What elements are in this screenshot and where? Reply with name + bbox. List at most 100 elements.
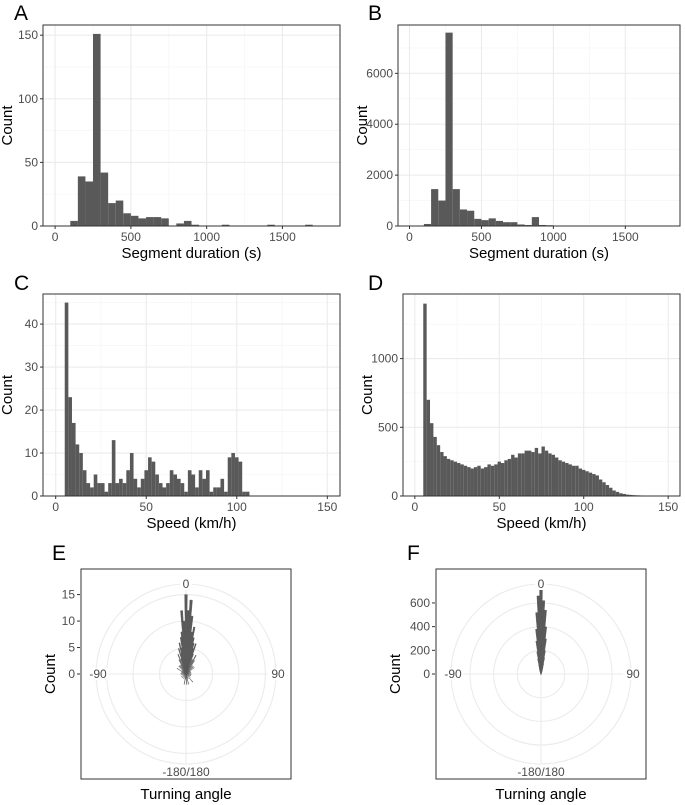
polar-bar [180, 672, 187, 675]
histogram-bar [138, 218, 147, 226]
histogram-bar [588, 472, 593, 496]
angle-label-bg [443, 668, 463, 680]
y-tick-label: 1000 [371, 352, 398, 366]
histogram-bar [166, 483, 170, 496]
histogram-bar [140, 478, 145, 496]
histogram-bar [209, 491, 214, 496]
histogram-bar [144, 470, 149, 496]
histogram-bar [433, 436, 437, 496]
histogram-bar [82, 470, 87, 496]
histogram-bar [440, 452, 444, 496]
histogram-bar [438, 200, 446, 226]
panel-border [80, 568, 292, 780]
x-tick-label: 500 [471, 230, 491, 244]
histogram-bar [446, 458, 451, 496]
histogram-bar [463, 465, 468, 496]
angle-label-bg [515, 766, 567, 778]
histogram-bar [609, 487, 613, 496]
histogram-bar [548, 453, 552, 496]
y-axis-title: Count [359, 374, 376, 415]
y-tick-label: 40 [25, 317, 39, 331]
polar-bar [185, 673, 192, 677]
histogram-bar [534, 447, 539, 496]
polar-bar [185, 653, 194, 675]
y-tick-label: 50 [25, 155, 39, 169]
panel-border [435, 568, 647, 780]
panel-border [397, 24, 681, 227]
histogram-bar [481, 220, 489, 226]
histogram-bar [104, 491, 109, 496]
polar-bar [185, 672, 192, 675]
angle-tick-label: 90 [626, 667, 640, 681]
histogram-bar [137, 487, 141, 496]
polar-bar [176, 667, 187, 675]
polar-bar [185, 654, 197, 675]
histogram-bar [531, 452, 535, 496]
histogram-bar [129, 453, 134, 496]
histogram-bar [568, 464, 572, 496]
histogram-bar [445, 32, 453, 227]
x-axis-title: Segment duration (s) [121, 245, 261, 262]
histogram-bar [602, 482, 606, 496]
histogram-bar [115, 200, 124, 226]
histogram-bar [460, 464, 464, 496]
polar-bar [185, 673, 192, 675]
histogram-bar [100, 172, 109, 226]
r-tick-label: 200 [410, 643, 430, 657]
angle-label-bg [160, 766, 212, 778]
histogram-bar [524, 224, 532, 226]
x-axis-title: Segment duration (s) [469, 245, 609, 262]
histogram-bar [517, 224, 525, 226]
histogram-bar [93, 33, 101, 227]
angle-tick-label: -180/180 [517, 765, 565, 779]
histogram-bar [514, 457, 518, 496]
histogram-bar [119, 478, 123, 496]
r-tick-label: 10 [62, 614, 76, 628]
x-axis-title: Speed (km/h) [496, 515, 586, 532]
histogram-bar [173, 474, 178, 496]
panel-b: B 0 500 1000 1500 0 2000 4000 6000 Segment durati… [354, 2, 681, 262]
histogram-bar [108, 203, 116, 226]
histogram-bar [615, 491, 620, 496]
histogram-bar [477, 465, 481, 496]
histogram-bar [539, 224, 547, 226]
polar-bar [183, 673, 187, 680]
x-axis-title: Turning angle [495, 786, 586, 803]
x-tick-label: 500 [121, 230, 141, 244]
polar-bar [184, 594, 188, 675]
y-axis-title: Count [0, 105, 16, 146]
polar-bar [185, 673, 189, 680]
histogram-bar [612, 490, 616, 496]
histogram-bar [133, 478, 138, 496]
panel-border [402, 293, 681, 497]
histogram-bar [151, 461, 156, 496]
x-axis-title: Turning angle [140, 786, 231, 803]
panel-e: E 0 90 -180/180 -90 0 5 10 15 Turning angle Count [42, 542, 292, 803]
panel-border [42, 24, 341, 227]
histogram-bar [90, 487, 94, 496]
histogram-bar [79, 453, 83, 496]
histogram-bar [146, 217, 154, 226]
polar-bar [179, 665, 187, 675]
histogram-bar [585, 471, 589, 496]
histogram-bar [619, 493, 623, 496]
polar-bar [181, 673, 187, 678]
y-tick-label: 0 [31, 219, 38, 233]
polar-bar [180, 673, 187, 676]
histogram-bar [234, 457, 239, 496]
histogram-bar [183, 220, 192, 226]
histogram-bar [488, 218, 496, 226]
histogram-bar [221, 224, 230, 226]
polar-bar [185, 673, 194, 683]
y-axis-title: Count [387, 653, 404, 694]
angle-label-bg [268, 668, 288, 680]
histogram-bar [202, 478, 206, 496]
histogram-bar [473, 467, 478, 496]
histogram-bar [169, 470, 174, 496]
histogram-bar [430, 423, 434, 496]
histogram-bar [510, 222, 518, 226]
histogram-bar [64, 302, 69, 496]
x-tick-label: 1500 [269, 230, 296, 244]
x-tick-label: 1000 [193, 230, 220, 244]
x-tick-label: 0 [411, 500, 418, 514]
